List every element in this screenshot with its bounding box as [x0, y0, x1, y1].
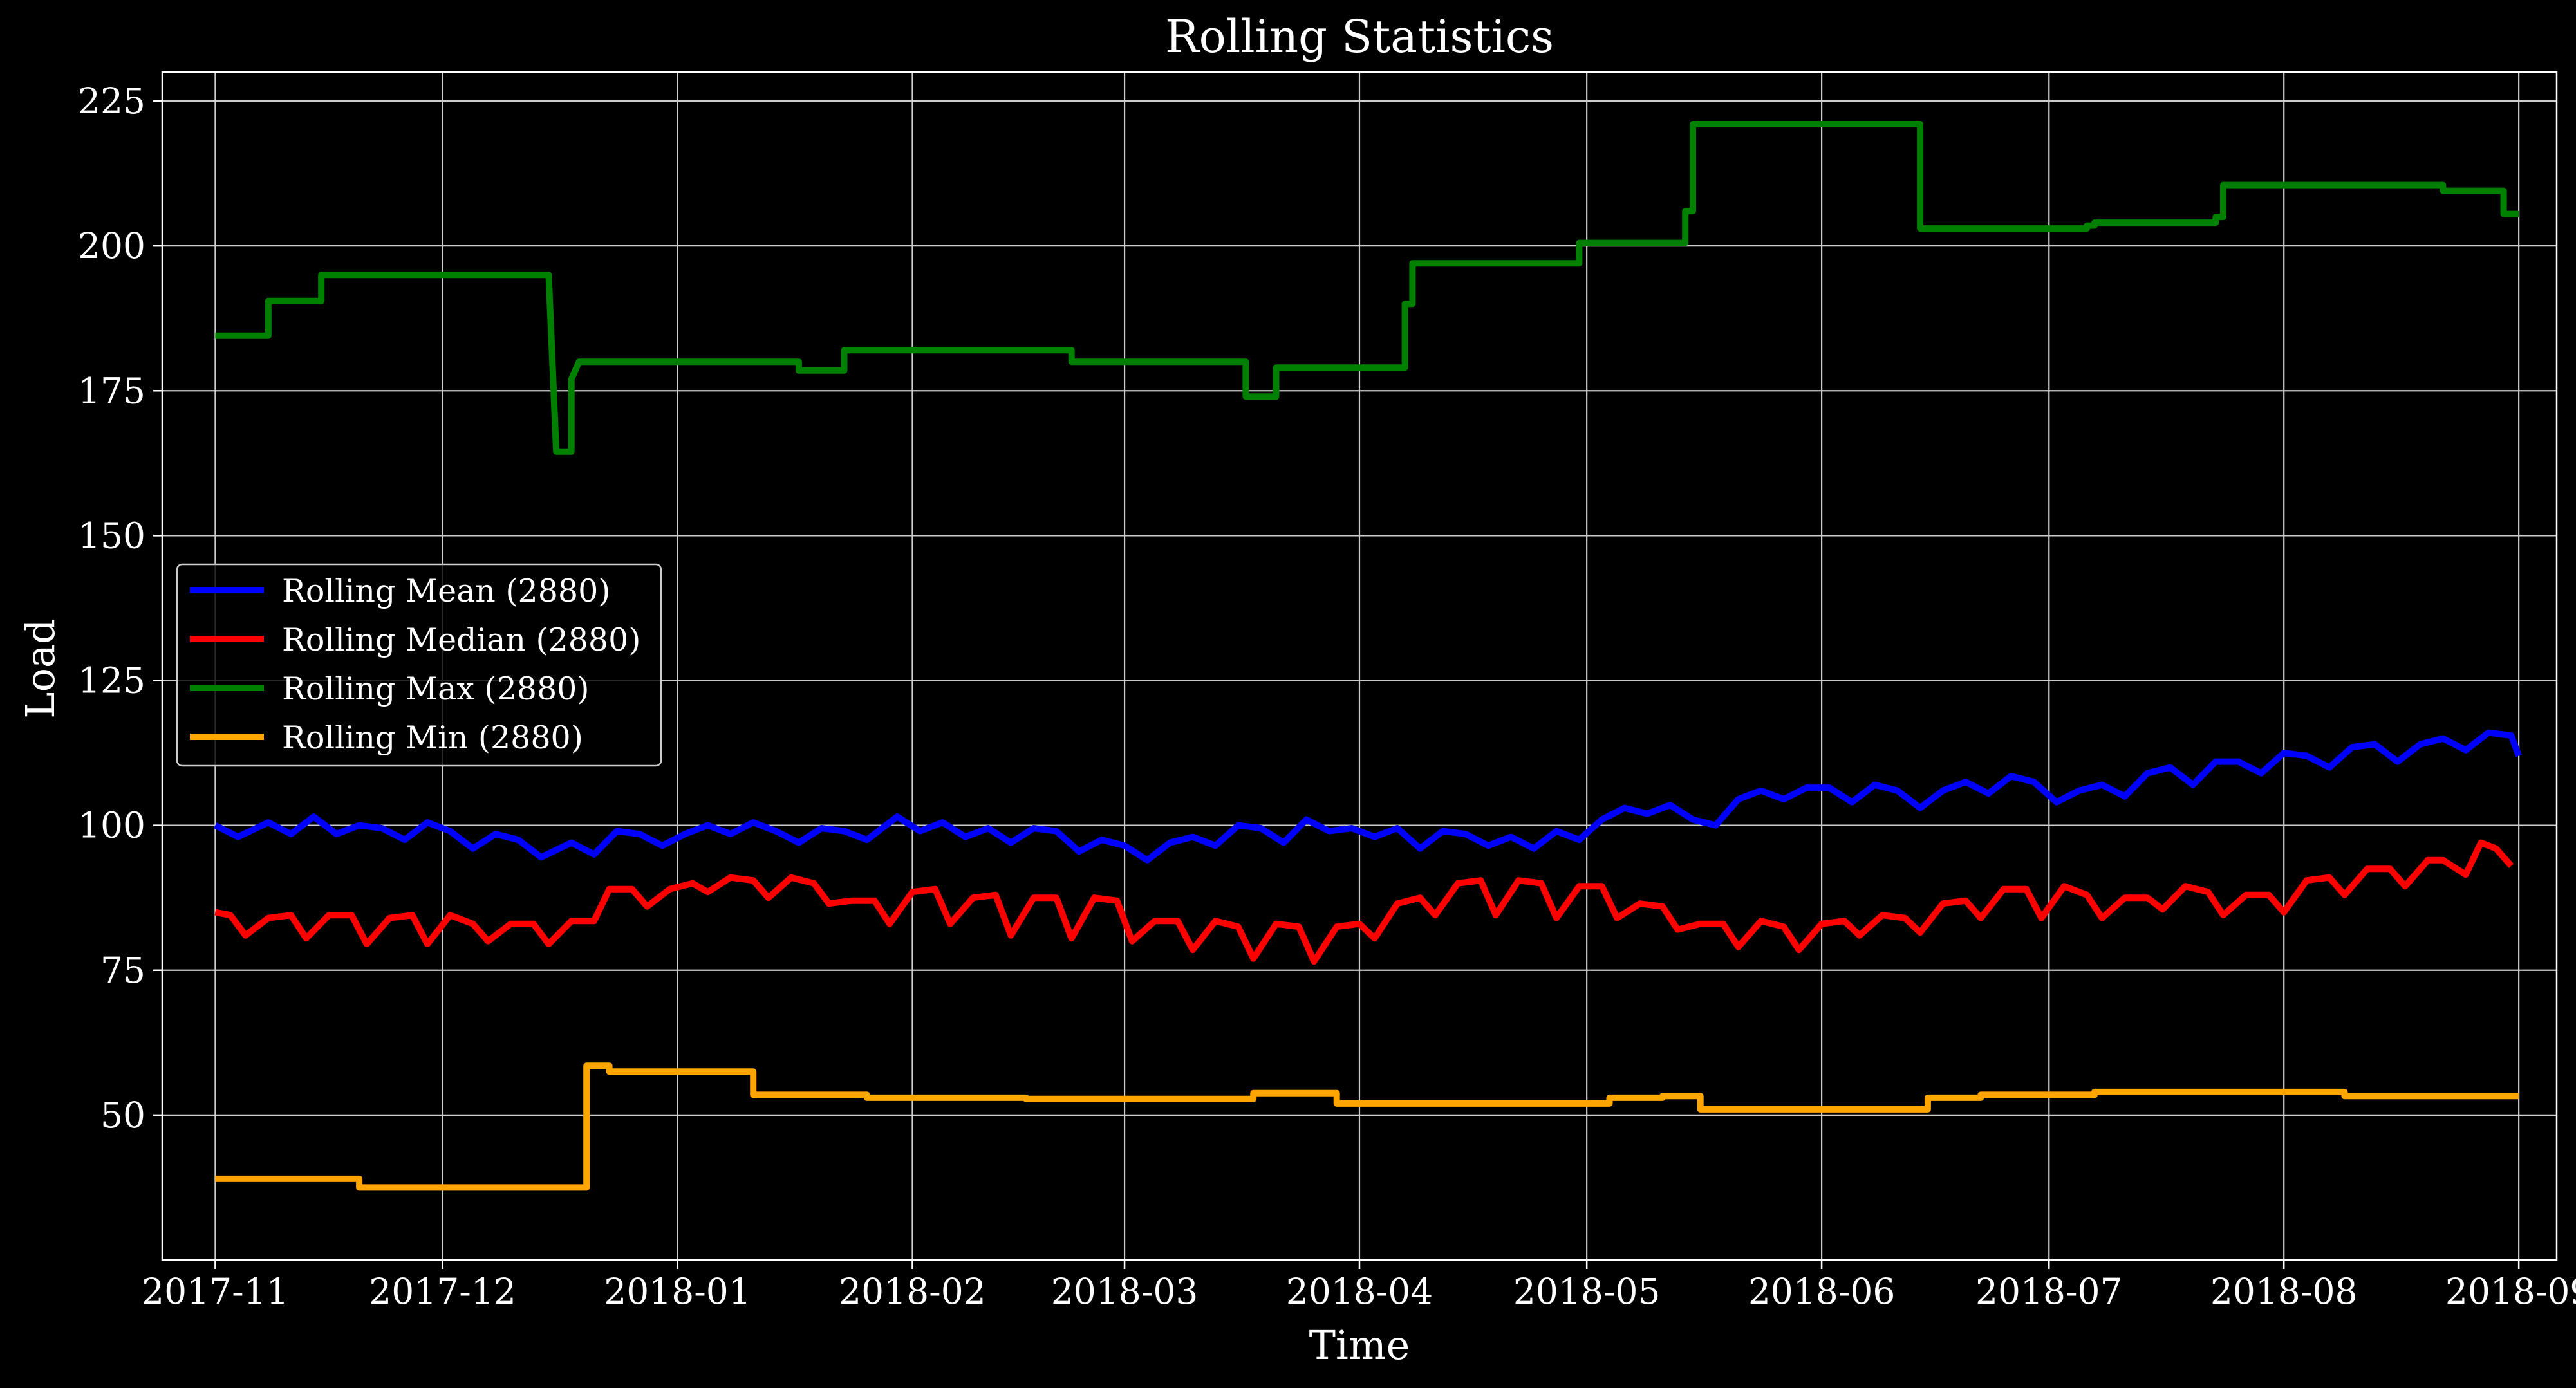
x-tick-label: 2018-04: [1286, 1271, 1433, 1312]
legend-label: Rolling Min (2880): [282, 719, 583, 756]
series-line-rolling-min-2880: [215, 1062, 2519, 1191]
legend-label: Rolling Median (2880): [282, 622, 640, 658]
x-tick-label: 2018-07: [1975, 1271, 2123, 1312]
legend-box: [176, 563, 662, 767]
legend: Rolling Mean (2880) Rolling Median (2880)…: [176, 563, 662, 767]
y-tick-label: 75: [100, 950, 145, 991]
y-tick-label: 125: [78, 660, 145, 701]
x-tick-label: 2018-01: [604, 1271, 751, 1312]
series-lines: [214, 121, 2522, 1191]
y-tick-label: 50: [100, 1095, 145, 1136]
x-tick-label: 2018-05: [1513, 1271, 1661, 1312]
series-line-rolling-mean-2880: [214, 729, 2522, 864]
series-line-rolling-max-2880: [215, 121, 2519, 455]
series-line-rolling-median-2880: [214, 839, 2514, 965]
x-tick-label: 2017-11: [142, 1271, 289, 1312]
x-tick-label: 2017-12: [369, 1271, 516, 1312]
x-tick-label: 2018-06: [1748, 1271, 1896, 1312]
y-tick-label: 175: [78, 370, 145, 411]
y-tick-label: 150: [78, 515, 145, 556]
axes: 2017-11 2017-12 2018-01 2018-02 2018-03 2018-…: [78, 80, 2576, 1312]
y-tick-label: 100: [78, 805, 145, 846]
x-axis-label: Time: [1309, 1322, 1410, 1369]
chart-title: Rolling Statistics: [1165, 10, 1554, 63]
x-tick-label: 2018-02: [839, 1271, 986, 1312]
grid-lines: [162, 72, 2557, 1260]
legend-label: Rolling Max (2880): [282, 671, 589, 707]
legend-label: Rolling Mean (2880): [282, 573, 610, 609]
x-tick-label: 2018-09: [2445, 1271, 2576, 1312]
y-tick-label: 225: [78, 80, 145, 122]
x-tick-label: 2018-03: [1051, 1271, 1199, 1312]
x-tick-label: 2018-08: [2210, 1271, 2358, 1312]
y-tick-label: 200: [78, 225, 145, 266]
y-axis-label: Load: [17, 618, 64, 718]
